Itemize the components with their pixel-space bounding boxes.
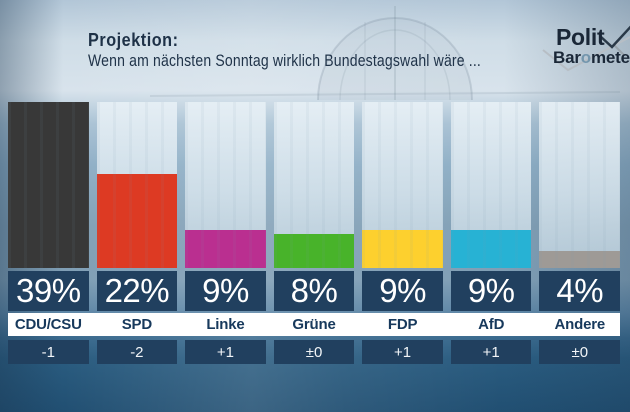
bar-spd — [96, 174, 178, 268]
bars-row — [8, 102, 621, 268]
chart-subtitle: Wenn am nächsten Sonntag wirklich Bundes… — [88, 52, 481, 70]
change-box-afd: +1 — [450, 340, 532, 364]
change-box-cdu-csu: -1 — [8, 340, 89, 364]
bar-track-cdu-csu — [8, 102, 89, 268]
values-row: 39% 22% 9% 8% 9% 9% 4% — [8, 271, 621, 311]
bar-track-andere — [539, 102, 621, 268]
change-box-andere: ±0 — [539, 340, 621, 364]
party-label-linke: Linke — [206, 316, 245, 333]
bar-track-spd — [96, 102, 178, 268]
bar-grüne — [273, 234, 355, 268]
bar-afd — [450, 230, 532, 268]
change-box-spd: -2 — [96, 340, 178, 364]
party-label-afd: AfD — [478, 316, 505, 333]
value-box-afd: 9% — [450, 271, 532, 311]
party-label-grüne: Grüne — [292, 316, 336, 333]
logo-text-polit: Polit — [556, 24, 605, 50]
value-box-andere: 4% — [539, 271, 621, 311]
party-label-fdp: FDP — [387, 316, 418, 333]
party-label-spd: SPD — [121, 316, 152, 333]
bar-fdp — [362, 230, 443, 268]
change-box-linke: +1 — [185, 340, 266, 364]
bar-cdu-csu — [8, 102, 89, 268]
change-box-grüne: ±0 — [273, 340, 355, 364]
change-box-fdp: +1 — [362, 340, 443, 364]
bar-chart: 39% 22% 9% 8% 9% 9% 4% CDU/CSU SPD Linke Grüne FDP… — [8, 102, 621, 364]
bar-andere — [539, 251, 621, 268]
logo-text-meter: meter — [590, 48, 630, 67]
politbarometer-logo: Polit Barometer — [540, 18, 630, 78]
logo-text-bar: Bar — [553, 48, 581, 67]
bar-track-fdp — [362, 102, 443, 268]
bar-track-afd — [450, 102, 532, 268]
value-box-linke: 9% — [185, 271, 266, 311]
value-box-grüne: 8% — [273, 271, 355, 311]
value-box-spd: 22% — [96, 271, 178, 311]
bar-track-linke — [185, 102, 266, 268]
value-box-cdu-csu: 39% — [8, 271, 89, 311]
bar-linke — [185, 230, 266, 268]
changes-row: -1 -2 +1 ±0 +1 +1 ±0 — [8, 340, 621, 364]
logo-text-o: o — [580, 48, 591, 67]
chart-title: Projektion: — [88, 30, 179, 50]
party-label-andere: Andere — [554, 316, 606, 333]
party-label-cdu-csu: CDU/CSU — [14, 316, 82, 333]
logo-text-barometer: Barometer — [553, 48, 630, 68]
bar-track-grüne — [273, 102, 355, 268]
party-label-band: CDU/CSU SPD Linke Grüne FDP AfD Andere — [8, 313, 620, 336]
value-box-fdp: 9% — [362, 271, 443, 311]
checkmark-icon — [542, 25, 630, 72]
